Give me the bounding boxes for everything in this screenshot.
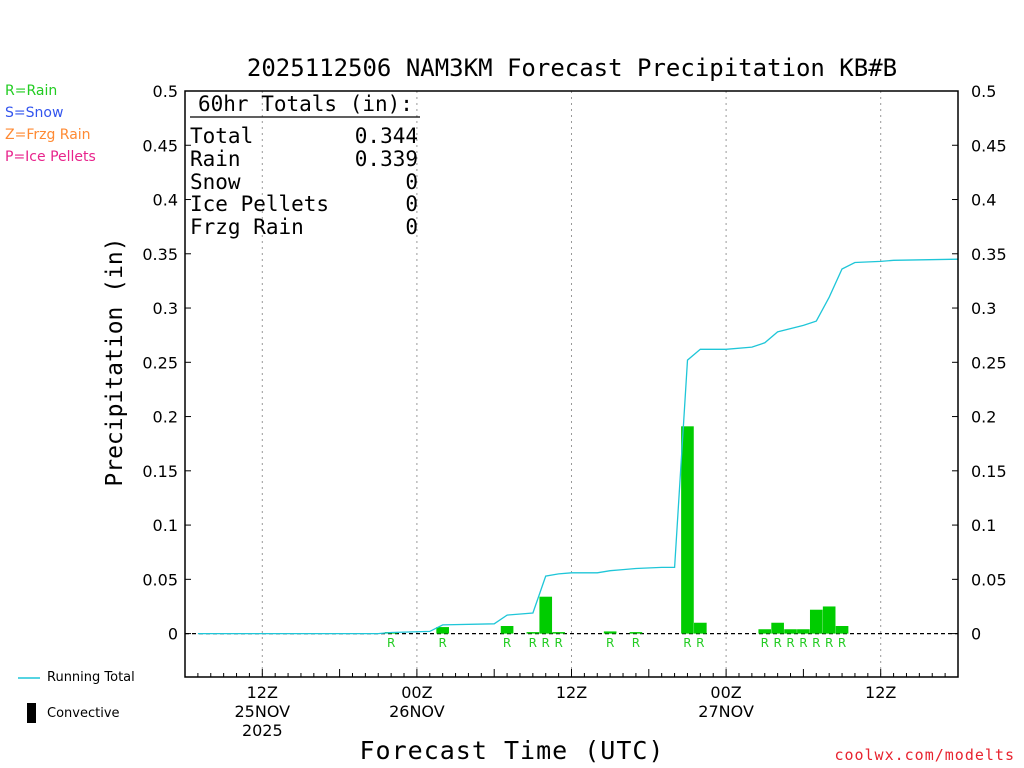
y-tick-label-left: 0.3	[153, 299, 178, 318]
precip-type-legend: R=Rain S=Snow Z=Frzg Rain P=Ice Pellets	[5, 80, 96, 168]
totals-value-total: 0.344	[355, 124, 418, 148]
y-tick-label-right: 0.1	[971, 516, 996, 535]
precip-bar	[771, 622, 784, 634]
rain-marker: R	[799, 636, 807, 650]
rain-marker: R	[838, 636, 846, 650]
y-tick-label-right: 0.2	[971, 408, 996, 427]
totals-value-rain: 0.339	[355, 147, 418, 171]
x-tick-label: 26NOV	[389, 702, 445, 721]
rain-marker: R	[438, 636, 446, 650]
y-tick-label-right: 0.45	[971, 136, 1007, 155]
chart-title: 2025112506 NAM3KM Forecast Precipitation…	[247, 54, 897, 82]
running-total-legend-label: Running Total	[47, 670, 135, 685]
y-tick-label-right: 0.15	[971, 462, 1007, 481]
legend-frzg-rain: Z=Frzg Rain	[5, 127, 91, 143]
x-tick-label: 2025	[242, 721, 283, 740]
legend-ice-pellets: P=Ice Pellets	[5, 149, 96, 165]
y-tick-label-right: 0.35	[971, 245, 1007, 264]
rain-marker: R	[542, 636, 550, 650]
rain-marker: R	[825, 636, 833, 650]
y-tick-label-left: 0.15	[142, 462, 178, 481]
y-tick-label-left: 0.4	[153, 191, 178, 210]
rain-marker: R	[503, 636, 511, 650]
y-tick-label-left: 0.05	[142, 570, 178, 589]
precip-bar	[500, 625, 514, 634]
precip-bar	[809, 609, 823, 634]
y-tick-label-left: 0.35	[142, 245, 178, 264]
y-tick-label-right: 0.3	[971, 299, 996, 318]
precip-bar	[526, 632, 540, 634]
precip-bar	[552, 632, 565, 634]
totals-label-snow: Snow	[190, 170, 241, 194]
rain-marker: R	[632, 636, 640, 650]
y-tick-label-left: 0	[168, 625, 178, 644]
y-tick-label-right: 0.5	[971, 82, 996, 101]
running-total-group	[197, 258, 959, 635]
y-ticks-left: 0 0.05 0.1 0.15 0.2 0.25 0.3 0.35 0.4 0.45 0.5	[142, 82, 191, 644]
running-total-line	[197, 258, 959, 635]
y-tick-label-left: 0.5	[153, 82, 178, 101]
y-tick-label-right: 0.4	[971, 191, 996, 210]
totals-label-total: Total	[190, 124, 253, 148]
x-tick-label: 25NOV	[235, 702, 291, 721]
precip-bar	[681, 426, 694, 634]
x-tick-label: 00Z	[710, 683, 741, 702]
rain-marker: R	[606, 636, 614, 650]
precip-bar	[629, 632, 643, 634]
precip-bar	[784, 629, 797, 634]
y-tick-label-left: 0.1	[153, 516, 178, 535]
rain-marker: R	[529, 636, 537, 650]
y-tick-label-left: 0.45	[142, 136, 178, 155]
precip-bar	[822, 606, 836, 634]
precip-bar	[758, 629, 772, 634]
x-tick-label: 00Z	[401, 683, 432, 702]
x-axis-label: Forecast Time (UTC)	[360, 736, 665, 765]
y-tick-label-left: 0.25	[142, 353, 178, 372]
x-tick-label: 27NOV	[698, 702, 754, 721]
rain-marker: R	[554, 636, 562, 650]
legend-snow: S=Snow	[5, 105, 64, 121]
y-tick-label-right: 0.05	[971, 570, 1007, 589]
totals-label-ice-pellets: Ice Pellets	[190, 192, 329, 216]
credit-text: coolwx.com/modelts	[834, 746, 1015, 764]
y-tick-label-left: 0.2	[153, 408, 178, 427]
y-tick-label-right: 0.25	[971, 353, 1007, 372]
totals-value-snow: 0	[405, 170, 418, 194]
y-ticks-right: 0 0.05 0.1 0.15 0.2 0.25 0.3 0.35 0.4 0.45 0.5	[952, 82, 1007, 644]
legend-rain: R=Rain	[5, 83, 58, 99]
x-tick-label: 12Z	[865, 683, 896, 702]
y-tick-label-right: 0	[971, 625, 981, 644]
grid-lines	[261, 91, 882, 677]
rain-marker: R	[773, 636, 781, 650]
precip-bar	[539, 596, 553, 634]
convective-legend-label: Convective	[47, 706, 120, 721]
totals-label-rain: Rain	[190, 147, 241, 171]
totals-value-frzg-rain: 0	[405, 215, 418, 239]
precip-bar	[436, 627, 449, 634]
y-axis-label: Precipitation (in)	[102, 237, 128, 486]
precip-bar	[694, 622, 707, 634]
totals-header: 60hr Totals (in):	[198, 92, 413, 116]
rain-marker: R	[812, 636, 820, 650]
bars-group	[384, 426, 849, 634]
rain-marker: R	[786, 636, 794, 650]
rain-marker: R	[696, 636, 704, 650]
plot-frame	[184, 90, 959, 678]
precip-bar	[797, 629, 810, 634]
precip-bar	[835, 625, 849, 634]
totals-label-frzg-rain: Frzg Rain	[190, 215, 304, 239]
convective-legend-swatch	[27, 703, 36, 723]
rain-marker: R	[761, 636, 769, 650]
precip-bar	[603, 631, 617, 634]
x-tick-label: 12Z	[556, 683, 587, 702]
rain-marker: R	[683, 636, 691, 650]
totals-value-ice-pellets: 0	[405, 192, 418, 216]
x-tick-label: 12Z	[247, 683, 278, 702]
rain-marker: R	[387, 636, 395, 650]
totals-box: 60hr Totals (in): Total 0.344 Rain 0.339…	[190, 92, 420, 239]
